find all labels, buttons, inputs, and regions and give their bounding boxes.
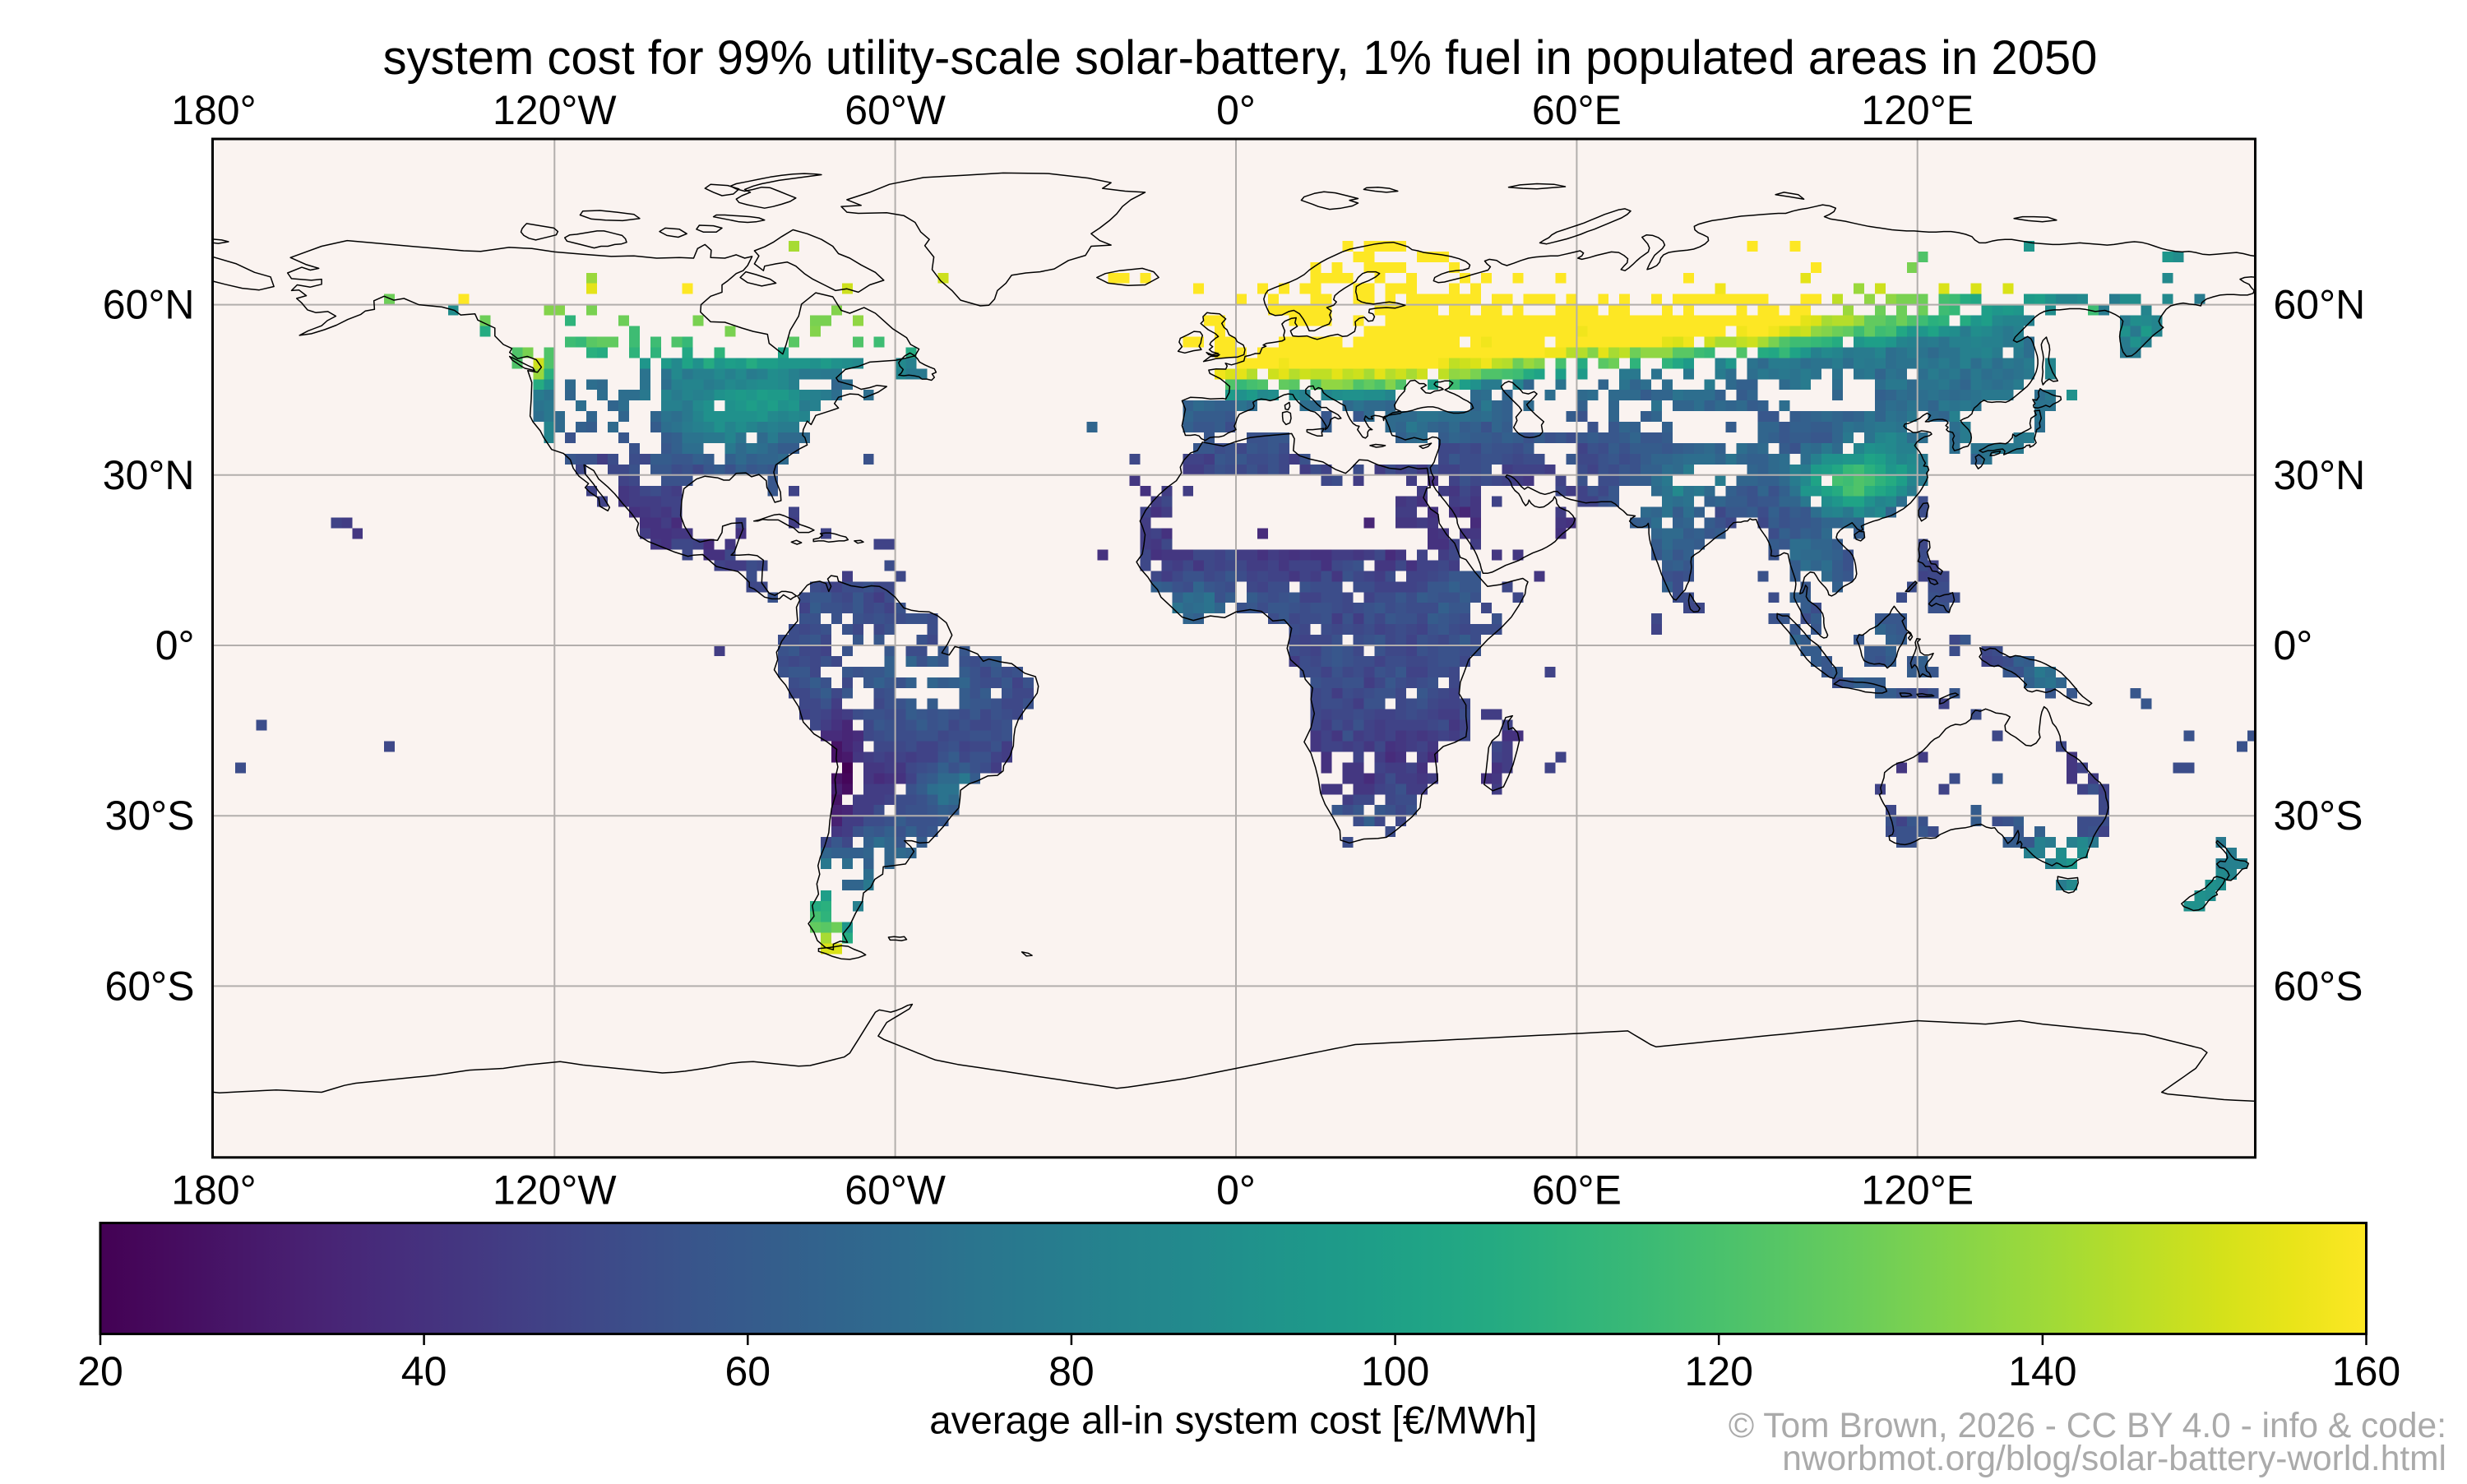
svg-text:140: 140: [2008, 1348, 2076, 1394]
svg-text:60°W: 60°W: [845, 87, 947, 133]
svg-text:60°W: 60°W: [845, 1167, 947, 1214]
svg-text:120°E: 120°E: [1861, 1167, 1974, 1214]
svg-text:20: 20: [77, 1348, 123, 1394]
svg-text:30°S: 30°S: [2274, 793, 2363, 839]
svg-text:© Tom Brown, 2026 - CC BY 4.0: © Tom Brown, 2026 - CC BY 4.0 - info & c…: [1729, 1407, 2446, 1445]
svg-text:180°: 180°: [171, 1167, 256, 1214]
svg-text:100: 100: [1361, 1348, 1429, 1394]
svg-text:0°: 0°: [2274, 622, 2313, 668]
svg-text:60°S: 60°S: [105, 963, 195, 1009]
svg-text:120°W: 120°W: [493, 87, 617, 133]
svg-text:180°: 180°: [171, 87, 256, 133]
svg-text:160: 160: [2332, 1348, 2400, 1394]
svg-text:60°E: 60°E: [1532, 87, 1622, 133]
svg-text:30°S: 30°S: [105, 793, 195, 839]
svg-text:system cost for 99% utility-sc: system cost for 99% utility-scale solar-…: [383, 31, 2098, 85]
svg-text:0°: 0°: [1216, 87, 1256, 133]
svg-text:nworbmot.org/blog/solar-batter: nworbmot.org/blog/solar-battery-world.ht…: [1782, 1440, 2446, 1478]
svg-text:0°: 0°: [1216, 1167, 1256, 1214]
svg-text:60°N: 60°N: [103, 282, 195, 328]
svg-text:average all-in system cost [€/: average all-in system cost [€/MWh]: [929, 1398, 1537, 1442]
svg-text:0°: 0°: [155, 622, 195, 668]
svg-text:30°N: 30°N: [103, 452, 195, 498]
svg-text:40: 40: [401, 1348, 447, 1394]
svg-text:60°E: 60°E: [1532, 1167, 1622, 1214]
svg-text:120°W: 120°W: [493, 1167, 617, 1214]
svg-text:120: 120: [1684, 1348, 1752, 1394]
svg-text:60°S: 60°S: [2274, 963, 2363, 1009]
svg-text:80: 80: [1048, 1348, 1095, 1394]
svg-text:30°N: 30°N: [2274, 452, 2366, 498]
svg-text:120°E: 120°E: [1861, 87, 1974, 133]
svg-text:60: 60: [724, 1348, 771, 1394]
svg-text:60°N: 60°N: [2274, 282, 2366, 328]
